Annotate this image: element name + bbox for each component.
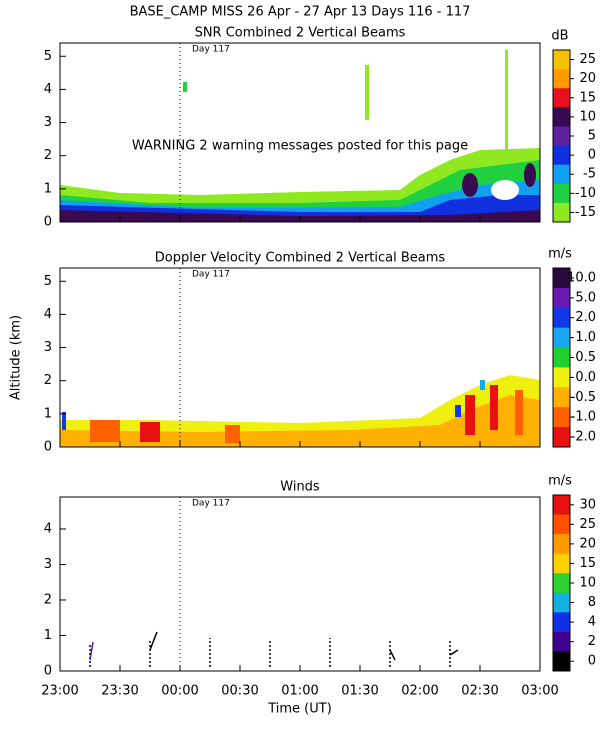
y-tick-label: 0 (44, 215, 52, 230)
x-tick-label: 03:00 (521, 684, 558, 699)
colorbar-swatch (553, 553, 570, 574)
colorbar-tick-label: 5.0 (575, 290, 596, 305)
y-tick-label: 1 (44, 628, 52, 643)
colorbar-tick-label: 0.0 (575, 370, 596, 385)
colorbar-tick-label: -5 (583, 167, 596, 182)
colorbar-swatch (553, 631, 570, 652)
colorbar-unit: dB (551, 29, 568, 44)
colorbar-swatch (553, 651, 570, 672)
colorbar-tick-label: 25 (579, 517, 596, 532)
day-annotation: Day 117 (192, 499, 230, 509)
colorbar-unit: m/s (548, 474, 572, 489)
y-tick-label: 2 (44, 148, 52, 163)
colorbar-swatch (553, 268, 570, 289)
colorbar-swatch (553, 367, 570, 388)
colorbar-tick-label: 30 (579, 497, 596, 512)
colorbar-swatch (553, 88, 570, 108)
x-tick-label: 23:00 (41, 684, 78, 699)
colorbar-swatch (553, 145, 570, 166)
colorbar-swatch (553, 287, 570, 309)
panel-title: Winds (280, 480, 320, 495)
colorbar-tick-label: 10 (579, 109, 596, 124)
panel-title: SNR Combined 2 Vertical Beams (195, 26, 406, 41)
y-tick-label: 1 (44, 181, 52, 196)
x-tick-label: 23:30 (101, 684, 138, 699)
colorbar-swatch (553, 347, 570, 368)
y-tick-label: 0 (44, 664, 52, 679)
y-tick-label: 4 (44, 82, 52, 97)
page-title: BASE_CAMP MISS 26 Apr - 27 Apr 13 Days 1… (130, 5, 471, 20)
day-annotation: Day 117 (192, 45, 230, 55)
colorbar-tick-label: 20 (579, 71, 596, 86)
plot-frame (59, 496, 541, 672)
colorbar-tick-label: -2.0 (571, 430, 596, 445)
colorbar-swatch (553, 126, 570, 147)
colorbar-swatch (553, 427, 570, 448)
y-tick-label: 3 (44, 557, 52, 572)
colorbar-tick-label: 4 (588, 615, 596, 630)
x-tick-label: 02:00 (401, 684, 438, 699)
colorbar-tick-label: 10 (579, 576, 596, 591)
colorbar-swatch (553, 407, 570, 428)
colorbar-swatch (553, 495, 570, 516)
y-tick-label: 4 (44, 521, 52, 536)
colorbar-swatch (553, 202, 570, 223)
warning: WARNING 2 warning messages posted for th… (132, 138, 468, 153)
panel-title: Doppler Velocity Combined 2 Vertical Bea… (155, 251, 446, 266)
x-tick-label: 01:00 (281, 684, 318, 699)
colorbar-tick-label: 15 (579, 90, 596, 105)
colorbar-swatch (553, 50, 570, 70)
y-tick-label: 2 (44, 373, 52, 388)
colorbar-tick-label: 0.5 (575, 350, 596, 365)
colorbar-swatch (553, 107, 570, 127)
colorbar-tick-label: -15 (575, 205, 596, 220)
y-tick-label: 4 (44, 307, 52, 322)
colorbar-tick-label: 2.0 (575, 310, 596, 325)
colorbar-tick-label: 10.0 (567, 270, 596, 285)
colorbar-swatch (553, 592, 570, 613)
day-annotation: Day 117 (192, 270, 230, 280)
colorbar-swatch (553, 573, 570, 594)
colorbar-unit: m/s (548, 247, 572, 262)
y-tick-label: 3 (44, 115, 52, 130)
colorbar-tick-label: -1.0 (571, 410, 596, 425)
colorbar-swatch (553, 164, 570, 185)
y-tick-label: 3 (44, 340, 52, 355)
y-tick-label: 5 (44, 274, 52, 289)
y-tick-label: 1 (44, 406, 52, 421)
x-tick-label: 01:30 (341, 684, 378, 699)
colorbar-swatch (553, 612, 570, 633)
colorbar-swatch (553, 327, 570, 349)
y-axis-label: Altitude (km) (9, 315, 24, 400)
colorbar-swatch (553, 183, 570, 204)
y-tick-label: 2 (44, 592, 52, 607)
colorbar-swatch (553, 387, 570, 408)
colorbar-tick-label: 1.0 (575, 330, 596, 345)
y-tick-label: 0 (44, 440, 52, 455)
x-tick-label: 00:00 (161, 684, 198, 699)
colorbar-tick-label: -10 (575, 186, 596, 201)
snr-field (60, 50, 540, 222)
x-axis-label: Time (UT) (267, 702, 332, 717)
colorbar-tick-label: 15 (579, 556, 596, 571)
x-tick-label: 00:30 (221, 684, 258, 699)
colorbar-swatch (553, 307, 570, 329)
colorbar-tick-label: -0.5 (571, 390, 596, 405)
colorbar-tick-label: 8 (588, 595, 596, 610)
colorbar-tick-label: 20 (579, 536, 596, 551)
wind-barbs (89, 631, 459, 667)
colorbar-tick-label: 5 (588, 129, 596, 144)
colorbar-tick-label: 0 (588, 148, 596, 163)
colorbar-tick-label: 2 (588, 634, 596, 649)
y-tick-label: 5 (44, 49, 52, 64)
colorbar-tick-label: 25 (579, 52, 596, 67)
colorbar-swatch (553, 534, 570, 555)
colorbar-swatch (553, 514, 570, 535)
colorbar-tick-label: 0 (588, 654, 596, 669)
colorbar-swatch (553, 69, 570, 89)
doppler-field (60, 375, 540, 447)
x-tick-label: 02:30 (461, 684, 498, 699)
